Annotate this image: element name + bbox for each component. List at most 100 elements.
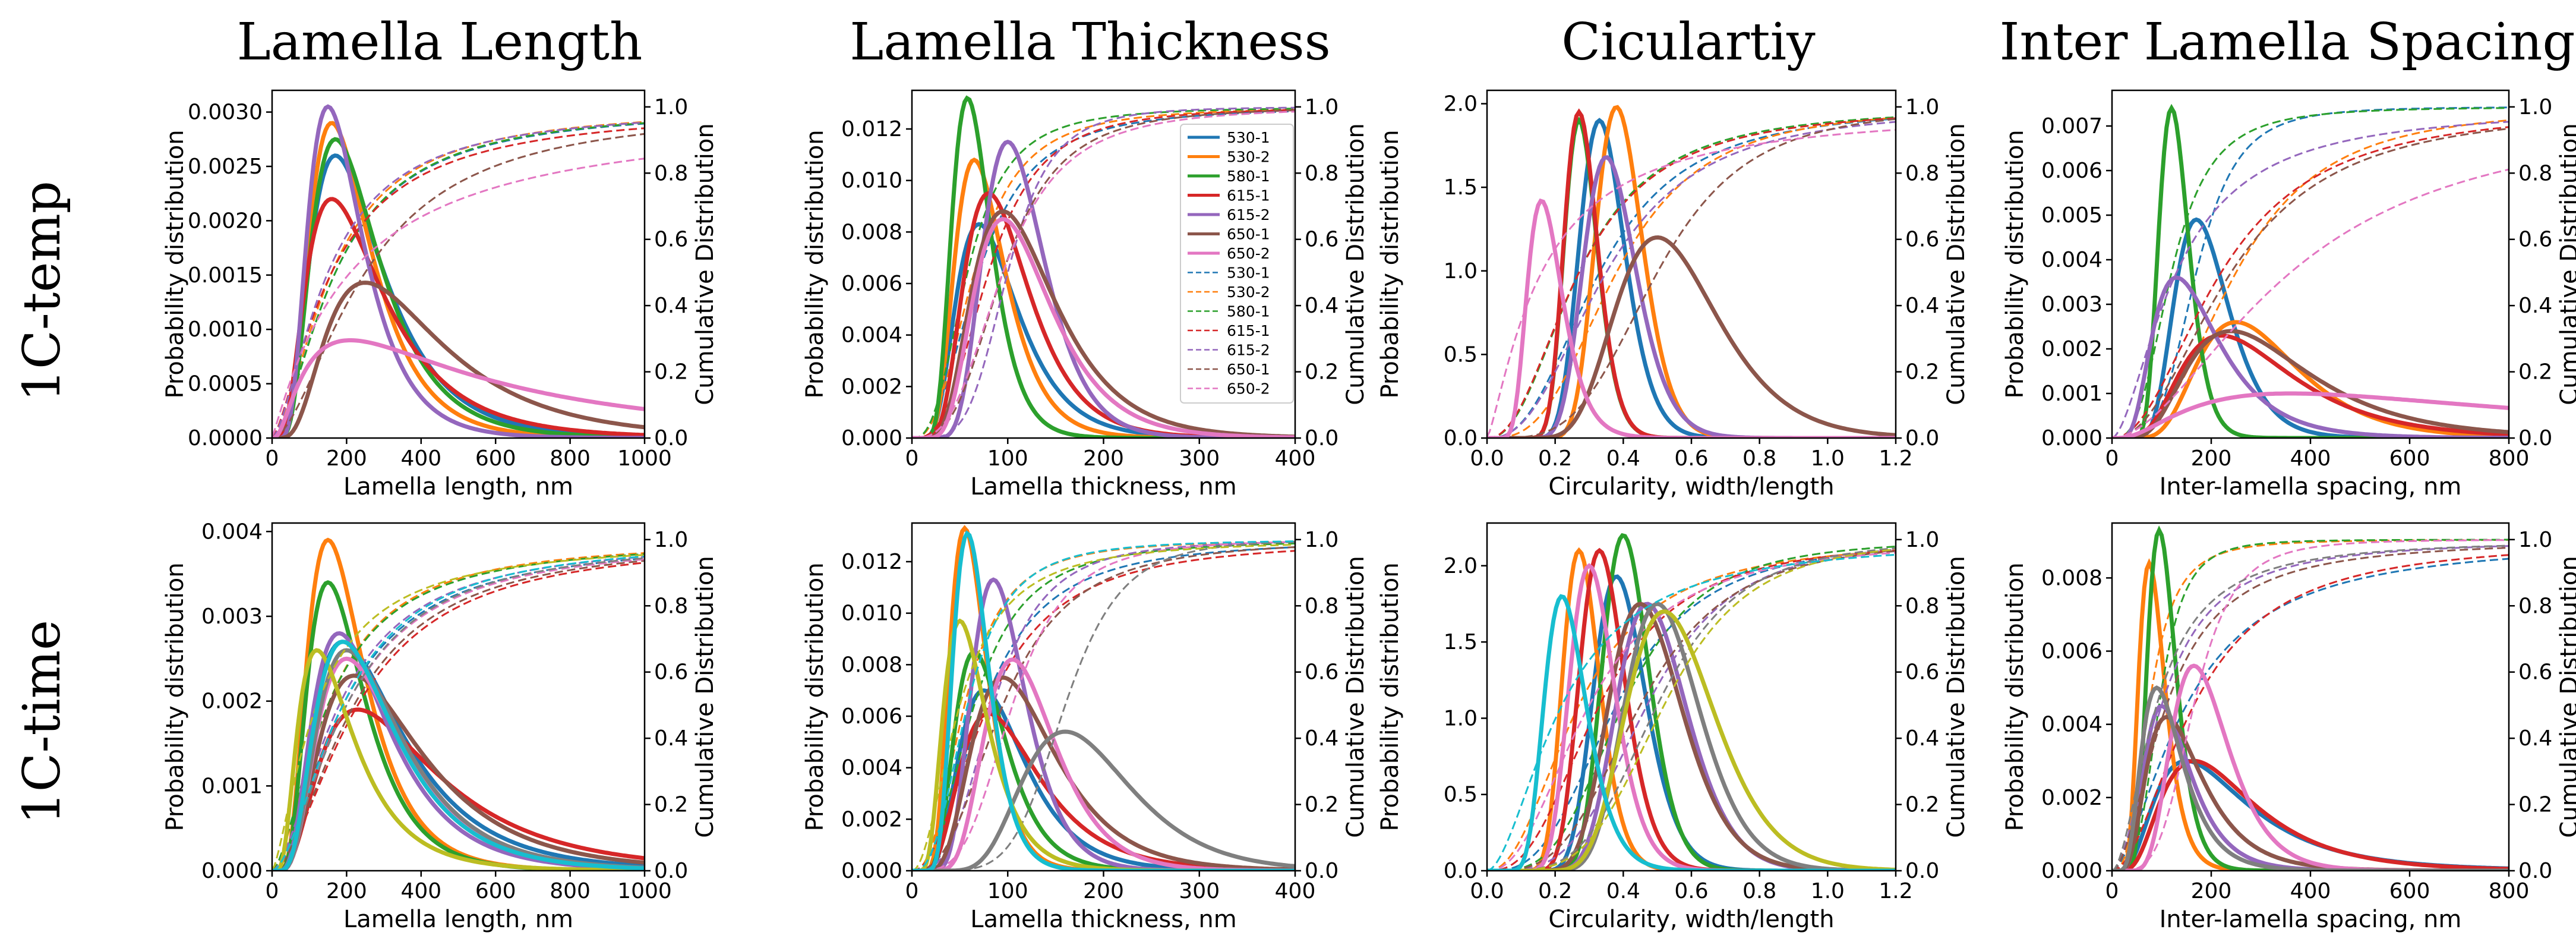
y2-tick-label: 0.2 [1905,360,1939,385]
chart-panel-7: 0.0 0.2 0.4 0.6 0.8 1.0 1.20.00.51.01.52.00.00… [1377,522,1970,933]
y2-tick-label: 1.0 [654,95,688,119]
cdf-line-615-2 [2112,121,2509,438]
x-tick-label: 600 [475,446,516,471]
y-tick-label: 0.5 [1444,783,1478,807]
cdf-line-650-1 [1487,118,1896,438]
cdf-line-530-2 [2112,538,2509,871]
y-axis-label: Probability distribution [162,130,189,398]
cdf-line-530-1 [1487,549,1896,871]
y-tick-label: 0.5 [1444,342,1478,367]
cdf-line-extra-olive [272,554,645,871]
y2-axis-label: Cumulative Distribution [692,123,719,405]
cdf-line-530-2 [1487,550,1896,871]
pdf-line-615-1 [2112,333,2509,438]
x-tick-label: 300 [1179,446,1220,471]
x-tick-label: 200 [326,879,367,903]
y-tick-label: 0.010 [841,601,902,626]
x-tick-label: 0.2 [1538,446,1572,471]
y-tick-label: 0.0030 [188,100,263,125]
panel-frame [2111,522,2510,872]
column-title-spacing: Inter Lamella Spacing [1999,12,2575,72]
cdf-line-580-1 [2112,538,2509,871]
y2-tick-label: 0.4 [1905,294,1939,318]
pdf-line-580-1 [272,137,645,438]
x-axis-label: Inter-lamella spacing, nm [2160,906,2462,933]
cdf-line-extra-gray [912,541,1295,871]
y2-tick-label: 0.4 [654,294,688,318]
y2-tick-label: 0.0 [654,859,688,883]
y2-tick-label: 0.6 [2518,228,2552,252]
y-tick-label: 0.002 [841,374,902,399]
y2-tick-label: 1.0 [654,528,688,552]
cdf-line-650-2 [2112,539,2509,871]
y2-axis-label: Cumulative Distribution [2556,556,2576,837]
cdf-line-615-1 [272,562,645,871]
chart-panel-5: 0 200 400 600 800 1000 0.000 0.001 0.002 0.003 0.0… [162,519,719,933]
y2-tick-label: 0.0 [1305,859,1338,883]
x-axis-label: Lamella length, nm [343,906,573,933]
y-tick-label: 0.010 [841,169,902,193]
y-tick-label: 0.0 [1444,859,1478,883]
x-tick-label: 0 [266,879,279,903]
y2-tick-label: 0.2 [1305,360,1338,385]
cdf-line-650-1 [912,109,1295,438]
chart-panel-4: 0 200 400 600 800 0.000 0.001 0.002 0.003 0.004 0.… [2002,89,2576,500]
cdf-line-650-1 [2112,547,2509,871]
cdf-line-615-1 [1487,117,1896,438]
y2-tick-label: 0.2 [654,360,688,385]
y2-tick-label: 0.8 [1305,594,1338,618]
x-tick-label: 100 [987,446,1028,471]
y-tick-label: 0.006 [841,704,902,729]
x-tick-label: 200 [2191,879,2232,903]
y2-axis-label: Cumulative Distribution [692,556,719,837]
pdf-line-650-1 [2112,329,2509,438]
y-tick-label: 0.0010 [188,317,263,342]
y2-tick-label: 0.2 [1905,793,1939,817]
x-axis-label: Lamella thickness, nm [970,906,1237,933]
y-tick-label: 0.006 [2041,159,2103,183]
y-tick-label: 1.0 [1444,706,1478,730]
x-tick-label: 0.4 [1606,879,1640,903]
cdf-line-615-2 [272,121,645,438]
y-tick-label: 2.0 [1444,554,1478,578]
column-title-circularity: Ciculartiy [1561,12,1816,72]
x-tick-label: 800 [2489,446,2530,471]
pdf-line-650-2 [2112,391,2509,438]
y-tick-label: 0.000 [841,859,902,883]
cdf-line-extra-gray [272,557,645,871]
legend-label: 530-2 [1227,149,1270,166]
cdf-line-650-1 [272,133,645,438]
cdf-line-650-2 [912,111,1295,438]
y2-tick-label: 0.4 [1305,294,1338,318]
cdf-line-580-1 [1487,546,1896,871]
row-label-time: 1C-time [12,620,72,824]
cdf-line-615-2 [2112,545,2509,871]
pdf-line-650-1 [1487,235,1896,438]
x-tick-label: 300 [1179,879,1220,903]
x-tick-label: 0.6 [1674,446,1708,471]
pdf-line-615-2 [1487,155,1896,438]
cdf-line-580-1 [1487,116,1896,438]
series-group [1487,105,1896,438]
pdf-line-615-1 [272,197,645,438]
column-title-length: Lamella Length [237,12,643,72]
cdf-line-580-1 [912,108,1295,438]
x-tick-label: 0.4 [1606,446,1640,471]
legend-label: 650-1 [1227,226,1270,243]
y-tick-label: 0.001 [201,774,263,798]
legend-label: 650-2 [1227,245,1270,262]
x-tick-label: 200 [326,446,367,471]
cdf-line-extra-cyan [912,540,1295,871]
y-tick-label: 0.0 [1444,426,1478,451]
pdf-line-extra-cyan [272,640,645,871]
x-tick-label: 0.8 [1742,446,1776,471]
y-tick-label: 0.004 [2041,713,2103,737]
cdf-line-615-1 [912,109,1295,438]
pdf-line-650-1 [912,209,1295,438]
y2-tick-label: 1.0 [1305,95,1338,119]
y-tick-label: 0.002 [2041,786,2103,810]
pdf-line-extra-gray [912,729,1295,871]
cdf-line-615-2 [912,106,1295,438]
y2-axis-label: Cumulative Distribution [1943,123,1970,405]
